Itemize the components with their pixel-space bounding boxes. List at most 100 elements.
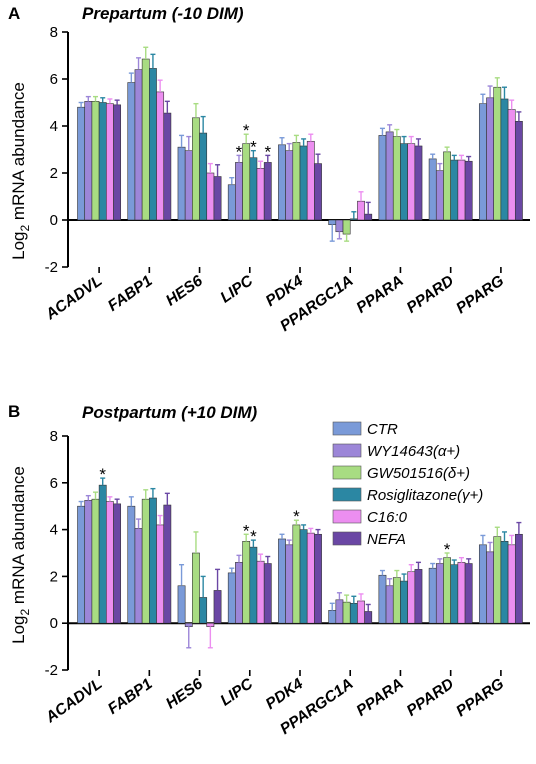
panel-b-bar xyxy=(357,600,365,624)
panel-b-bar xyxy=(292,524,301,624)
panel-a-bar xyxy=(428,158,437,221)
panel-b-bar xyxy=(163,504,172,624)
panel-b-bar xyxy=(98,484,107,624)
panel-b-bar xyxy=(177,585,186,624)
panel-b-y-rest: mRNA abundance xyxy=(9,466,28,609)
panel-b-y-log: Log xyxy=(9,616,28,644)
panel-b-bar xyxy=(385,585,394,624)
panel-b-bar xyxy=(256,560,265,624)
panel-b-bar xyxy=(464,563,473,624)
panel-a-bar xyxy=(299,145,308,221)
panel-a-bar xyxy=(435,170,444,221)
panel-a-bar xyxy=(149,68,157,221)
panel-b-bar xyxy=(227,572,236,624)
panel-a-significance-star: * xyxy=(250,138,257,157)
panel-b-bar xyxy=(156,524,165,624)
panel-b-bar xyxy=(141,498,150,624)
legend-swatch xyxy=(332,509,362,524)
panel-a-bar xyxy=(443,151,451,221)
panel-b-bar xyxy=(106,501,114,624)
panel-a-bar xyxy=(177,146,186,221)
panel-a-x-tick-label: LIPC xyxy=(217,272,256,307)
panel-b-bar xyxy=(457,562,466,624)
panel-b-bar xyxy=(514,533,523,624)
panel-a-bar xyxy=(357,200,365,221)
panel-a-bar xyxy=(335,219,344,233)
panel-b-bar xyxy=(450,564,459,624)
panel-b-bar xyxy=(299,529,308,624)
legend-swatch xyxy=(332,443,362,458)
panel-a-y-tick-label: 2 xyxy=(50,165,58,182)
panel-b-bar xyxy=(364,611,373,624)
legend-swatch xyxy=(332,487,362,502)
panel-b-y-tick-label: 6 xyxy=(50,475,58,492)
panel-a-y-sub: 2 xyxy=(18,225,32,232)
panel-a-bar xyxy=(285,150,294,221)
panel-b-bar xyxy=(149,497,157,624)
panel-a-bar xyxy=(249,157,258,221)
panel-b-bar xyxy=(314,533,322,624)
panel-b-bar xyxy=(206,622,215,628)
legend-swatch xyxy=(332,465,362,480)
panel-b-bar xyxy=(378,574,387,624)
panel-b-bar xyxy=(407,571,416,624)
panel-b-significance-star: * xyxy=(444,540,451,559)
panel-b-bar xyxy=(213,590,222,624)
panel-a-bar xyxy=(184,150,193,221)
panel-b-bar xyxy=(263,563,272,624)
panel-a-bar xyxy=(328,219,337,225)
panel-b-bar xyxy=(335,599,344,624)
panel-a-bar xyxy=(378,135,387,221)
panel-a-title: Prepartum (-10 DIM) xyxy=(82,4,244,23)
panel-a-bar xyxy=(306,140,315,221)
panel-a-significance-star: * xyxy=(243,121,250,140)
panel-a-x-tick-label: FABP1 xyxy=(105,272,156,315)
panel-a-x-tick-label: PPARA xyxy=(353,272,406,316)
panel-b-title: Postpartum (+10 DIM) xyxy=(82,403,258,422)
panel-a-bar xyxy=(141,58,150,221)
panel-b-significance-star: * xyxy=(99,465,106,484)
panel-a-bar xyxy=(364,213,373,221)
panel-b-x-tick-label: PPARG xyxy=(453,675,507,720)
panel-b-y-tick-label: 0 xyxy=(50,615,58,632)
legend-label: C16:0 xyxy=(367,509,408,526)
legend-label: CTR xyxy=(367,421,398,438)
panel-a-y-rest: mRNA abundance xyxy=(9,82,28,225)
panel-b-bar xyxy=(285,544,294,624)
panel-b-x-tick-label: PPARA xyxy=(353,675,406,719)
panel-b-x-tick-label: LIPC xyxy=(217,675,256,710)
panel-b-bar xyxy=(134,528,143,624)
panel-a-bar xyxy=(450,159,459,221)
panel-b-bar xyxy=(428,567,437,624)
legend-label: GW501516(δ+) xyxy=(367,465,470,482)
panel-b-bar xyxy=(414,569,423,624)
panel-b-bar xyxy=(113,503,122,624)
panel-a-bar xyxy=(263,162,272,221)
panel-a-y-axis-label: Log2 mRNA abundance xyxy=(9,82,32,260)
panel-a-bar xyxy=(314,163,322,221)
legend-swatch xyxy=(332,421,362,436)
panel-b-label: B xyxy=(8,402,20,421)
panel-b-bar xyxy=(306,532,315,624)
legend-label: NEFA xyxy=(367,531,406,548)
panel-a-bar xyxy=(500,98,509,221)
panel-a-bar xyxy=(457,159,466,221)
panel-b-bar xyxy=(192,552,200,624)
panel-b-bar xyxy=(77,505,86,624)
panel-a-bar xyxy=(98,102,107,221)
panel-a-bar xyxy=(84,101,93,221)
panel-b-bar xyxy=(500,540,509,624)
legend: CTR WY14643(α+) GW501516(δ+) Rosiglitazone(… xyxy=(332,421,483,548)
panel-a-bar xyxy=(385,131,394,221)
panel-a-x-tick-label: PPARD xyxy=(404,272,457,316)
panel-a-bar xyxy=(349,218,358,221)
panel-b-bar xyxy=(328,610,337,624)
panel-a-bar xyxy=(235,162,243,221)
panel-b-bar xyxy=(349,603,358,624)
panel-a-bar xyxy=(213,176,222,221)
panel-b-bar xyxy=(84,500,93,624)
panel-b-bar xyxy=(507,544,516,624)
panel-b-bar xyxy=(342,601,351,624)
panel-a-bar xyxy=(278,144,286,221)
